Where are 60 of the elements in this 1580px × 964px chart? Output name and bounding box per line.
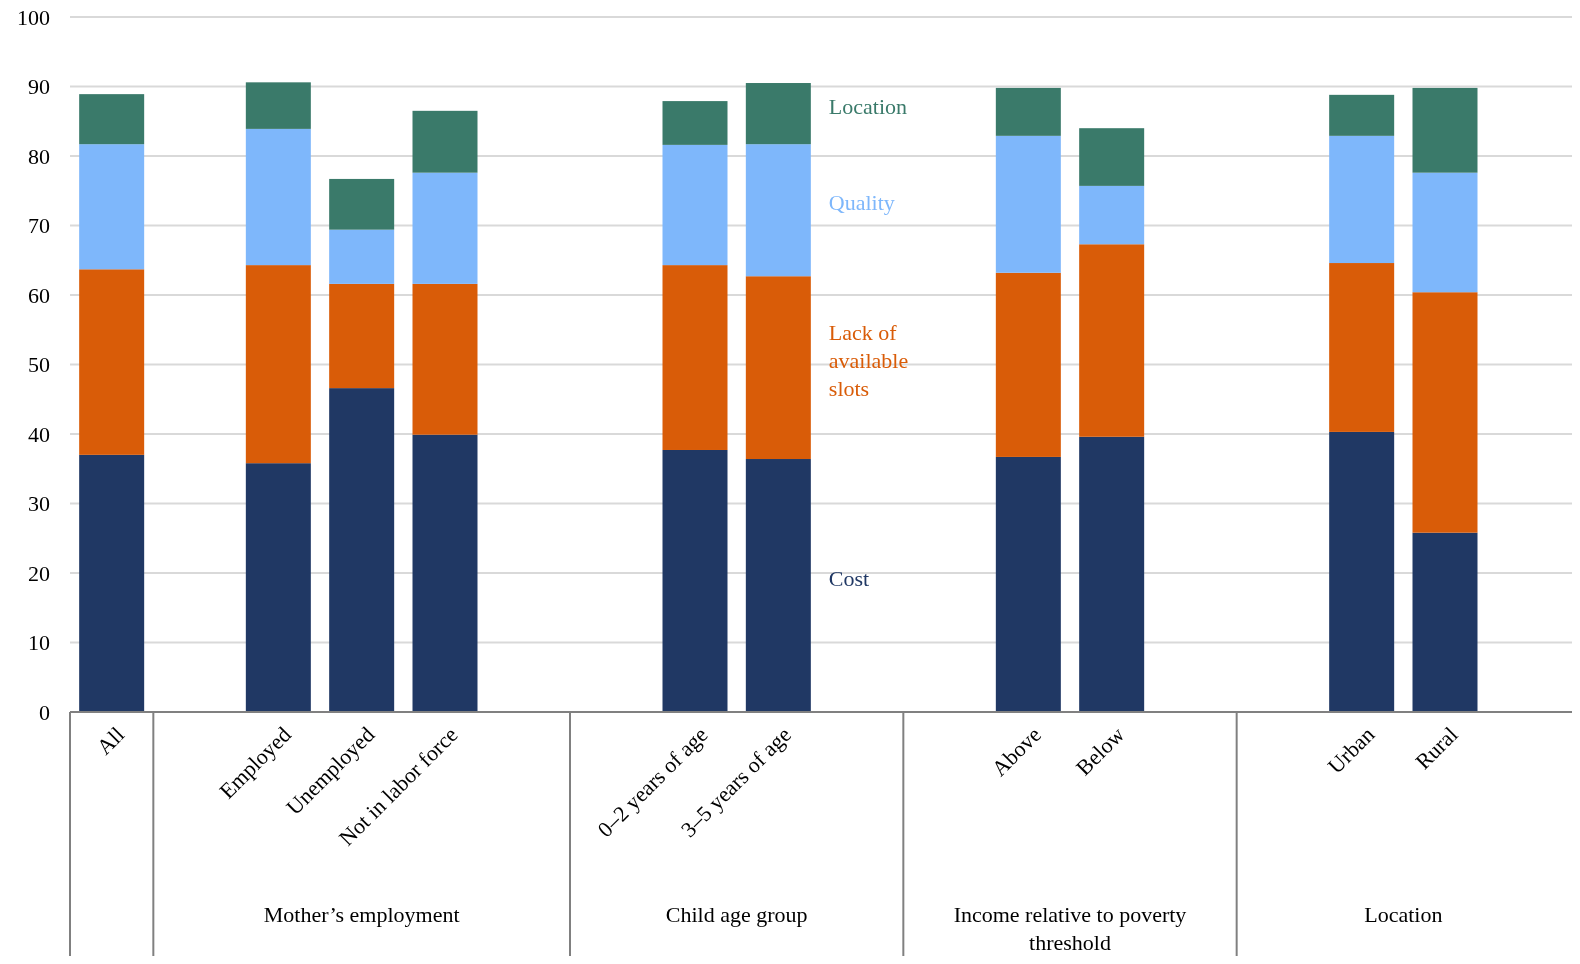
- bar: [1329, 263, 1395, 432]
- bar: [1079, 436, 1145, 712]
- bar: [662, 101, 728, 145]
- bar: [1412, 292, 1478, 533]
- series-label: Location: [828, 93, 908, 119]
- bar: [1329, 431, 1395, 712]
- bar: [79, 454, 145, 712]
- bar: [995, 87, 1061, 136]
- bar: [745, 83, 811, 145]
- bar: [412, 283, 478, 435]
- bar: [329, 178, 395, 230]
- bar: [329, 388, 395, 712]
- bar: [1079, 185, 1145, 245]
- bar: [1079, 244, 1145, 437]
- text: Mother’s employment: [263, 902, 460, 927]
- bar: [662, 265, 728, 450]
- bar: [412, 110, 478, 173]
- y-tick-label: 60: [28, 282, 50, 308]
- bar: [79, 269, 145, 455]
- bar: [995, 456, 1061, 712]
- bar: [745, 276, 811, 460]
- y-tick-label: 20: [28, 560, 50, 586]
- bar: [245, 265, 311, 464]
- bar: [1079, 128, 1145, 186]
- y-tick-label: 0: [39, 699, 50, 725]
- y-tick-label: 90: [28, 74, 50, 100]
- bar: [1412, 87, 1478, 173]
- bar: [329, 229, 395, 284]
- bar: [1412, 172, 1478, 293]
- bar: [1329, 94, 1395, 136]
- bar: [1412, 532, 1478, 712]
- y-tick-label: 100: [17, 4, 50, 30]
- bar: [412, 434, 478, 712]
- bar: [79, 94, 145, 145]
- bar: [245, 463, 311, 712]
- bar: [662, 144, 728, 266]
- y-tick-label: 70: [28, 213, 50, 239]
- text: Income relative to poverty threshold: [953, 902, 1187, 955]
- bar: [1329, 135, 1395, 264]
- bar: [995, 272, 1061, 457]
- y-tick-label: 40: [28, 421, 50, 447]
- bar: [412, 172, 478, 284]
- x-tick-label: All: [91, 721, 130, 760]
- text: Location: [1364, 902, 1443, 927]
- y-tick-label: 80: [28, 143, 50, 169]
- bar: [745, 459, 811, 712]
- series-label: Quality: [828, 190, 895, 216]
- y-tick-label: 50: [28, 352, 50, 378]
- bar: [245, 128, 311, 266]
- y-tick-label: 10: [28, 630, 50, 656]
- bar: [745, 144, 811, 277]
- bar: [995, 135, 1061, 273]
- series-label: Cost: [828, 565, 870, 591]
- y-tick-label: 30: [28, 491, 50, 517]
- bar: [245, 82, 311, 129]
- series-label: Lack of available slots: [828, 319, 909, 401]
- bar: [329, 283, 395, 389]
- bar: [79, 144, 145, 270]
- bar: [662, 449, 728, 712]
- text: Child age group: [665, 902, 808, 927]
